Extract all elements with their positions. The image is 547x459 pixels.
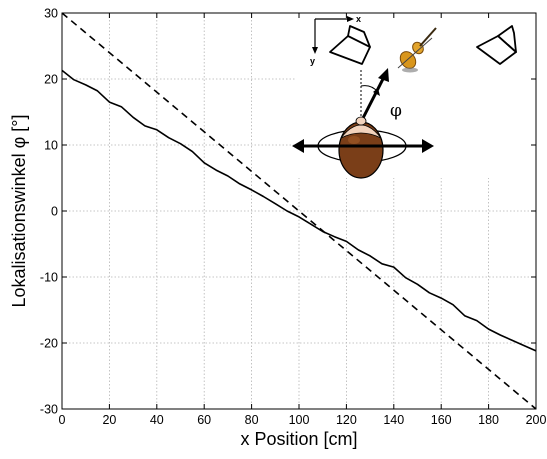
series-line-dashed bbox=[61, 12, 537, 410]
violin-icon bbox=[397, 27, 437, 73]
y-tick-label: 0 bbox=[51, 205, 58, 219]
series-line-solid bbox=[61, 69, 537, 352]
x-axis-label: x Position [cm] bbox=[240, 429, 357, 449]
x-tick-label: 0 bbox=[59, 413, 66, 427]
grid-lines bbox=[62, 13, 536, 409]
y-tick-label: -30 bbox=[40, 403, 58, 417]
movement-arrowhead-right bbox=[422, 139, 434, 153]
x-tick-label: 120 bbox=[336, 413, 357, 427]
y-tick-label: 20 bbox=[44, 73, 58, 87]
x-tick-label: 20 bbox=[102, 413, 116, 427]
y-tick-label: -20 bbox=[40, 337, 58, 351]
y-axis-arrowhead bbox=[312, 47, 318, 54]
direction-arrow bbox=[359, 76, 386, 123]
x-tick-label: 100 bbox=[289, 413, 310, 427]
y-axis-label: Lokalisationswinkel φ [°] bbox=[9, 115, 29, 308]
inset-y-axis-label: y bbox=[310, 56, 315, 66]
x-axis-arrowhead bbox=[347, 16, 354, 22]
angle-phi-label: φ bbox=[390, 101, 402, 121]
y-tick-labels: -30 -20 -10 0 10 20 30 bbox=[40, 7, 58, 417]
loudspeaker-left-icon bbox=[329, 25, 371, 65]
inset-x-axis-label: x bbox=[356, 14, 361, 24]
loudspeaker-right-icon bbox=[476, 25, 517, 65]
axis-ticks bbox=[61, 12, 537, 410]
x-tick-label: 40 bbox=[150, 413, 164, 427]
x-tick-label: 160 bbox=[431, 413, 452, 427]
movement-arrowhead-left bbox=[292, 139, 304, 153]
x-tick-label: 80 bbox=[245, 413, 259, 427]
x-tick-label: 60 bbox=[197, 413, 211, 427]
x-tick-label: 200 bbox=[526, 413, 547, 427]
x-tick-labels: 0 20 40 60 80 100 120 140 160 180 200 bbox=[59, 413, 547, 427]
coordinate-axes bbox=[314, 18, 350, 50]
y-tick-label: -10 bbox=[40, 271, 58, 285]
y-tick-label: 10 bbox=[44, 139, 58, 153]
x-tick-label: 180 bbox=[478, 413, 499, 427]
x-tick-label: 140 bbox=[383, 413, 404, 427]
direction-arrowhead bbox=[378, 68, 389, 82]
series-group bbox=[61, 12, 537, 410]
inset-illustration: x y φ bbox=[292, 10, 536, 179]
y-tick-label: 30 bbox=[44, 7, 58, 21]
